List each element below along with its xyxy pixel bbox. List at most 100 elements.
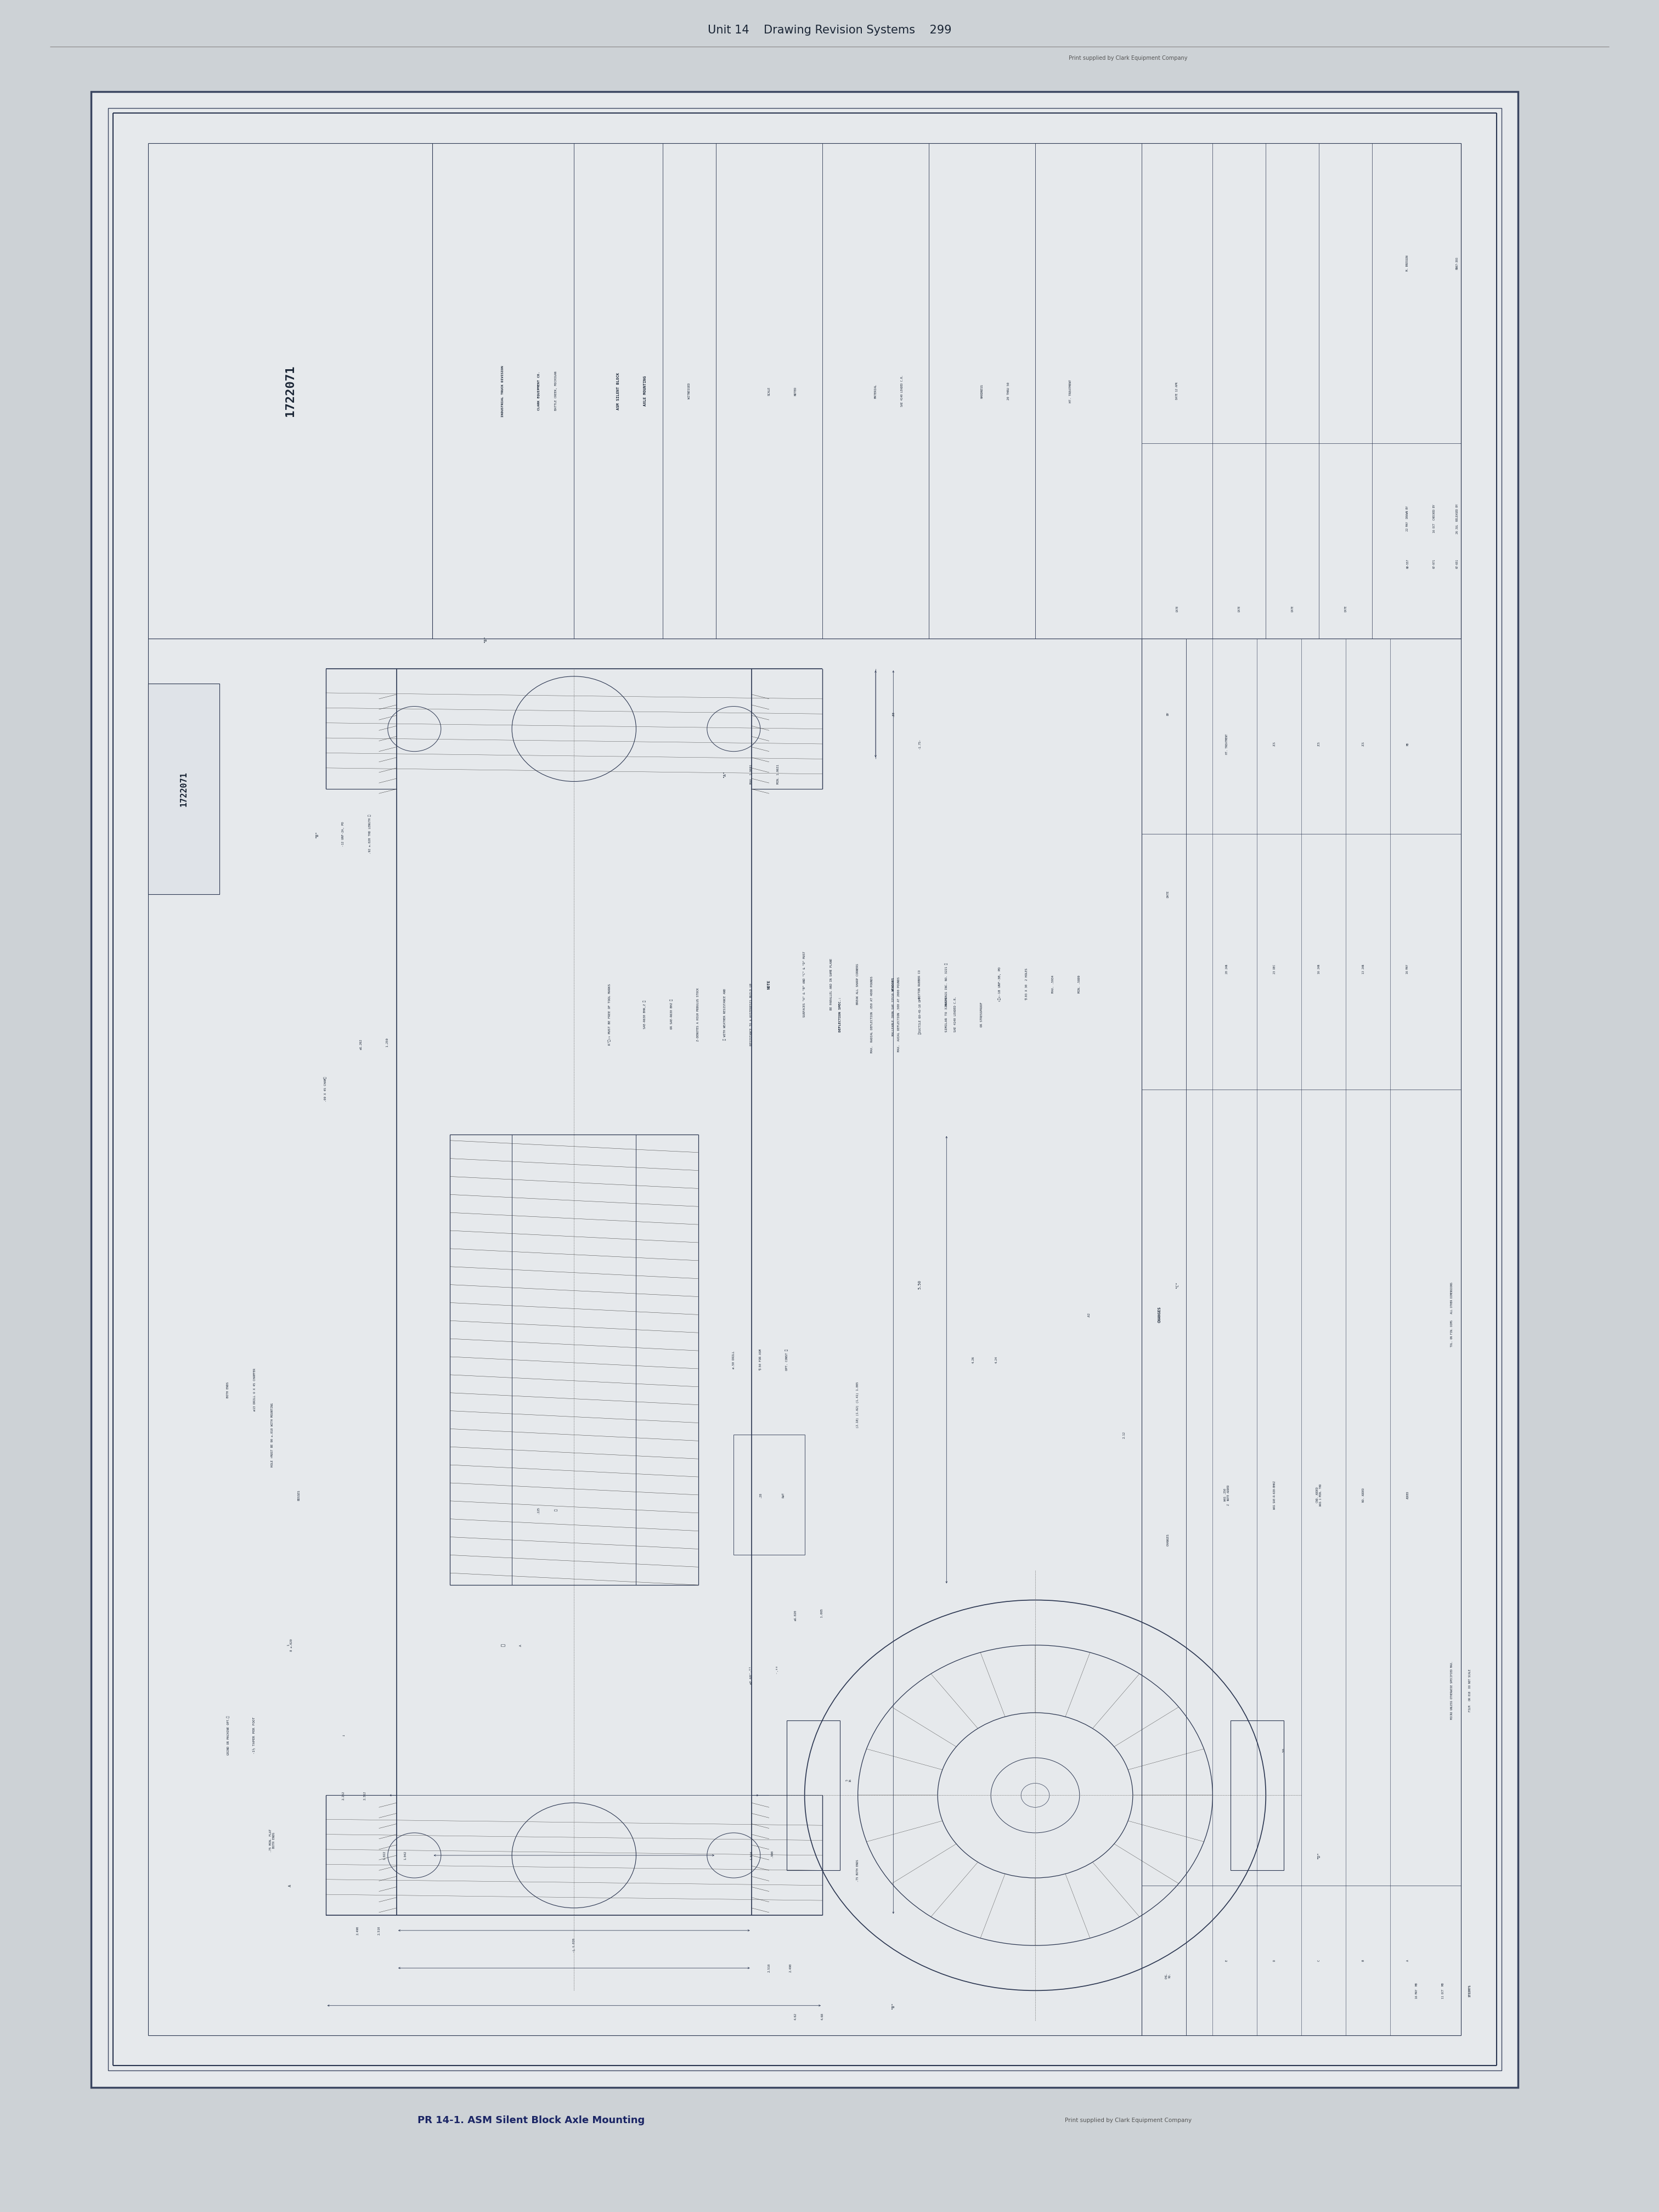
Text: CHANGES: CHANGES	[1158, 1307, 1161, 1323]
Text: MIN. 1.0631: MIN. 1.0631	[776, 763, 780, 783]
Text: A: A	[289, 1885, 292, 1887]
Text: WITNESSED: WITNESSED	[688, 383, 690, 398]
Text: .50: .50	[1282, 1747, 1286, 1752]
Text: ↓: ↓	[342, 1734, 345, 1736]
Text: -1.75-: -1.75-	[919, 739, 921, 750]
Text: VENDORS: VENDORS	[893, 978, 894, 991]
Text: ø.50 DRILL: ø.50 DRILL	[732, 1352, 735, 1369]
Text: "C": "C"	[1176, 1281, 1180, 1287]
Text: ∇.03 X 30  2 HOLES: ∇.03 X 30 2 HOLES	[1025, 969, 1027, 1000]
Text: MICRO UNLESS OTHERWISE SPECIFIED MAX.: MICRO UNLESS OTHERWISE SPECIFIED MAX.	[1450, 1661, 1453, 1719]
Text: HT. TREATMENT: HT. TREATMENT	[1070, 380, 1072, 403]
Text: SAE 4140 LEADED C.R.: SAE 4140 LEADED C.R.	[901, 376, 904, 407]
Text: ø13 DRILL ☹ X 45 CHAMFER: ø13 DRILL ☹ X 45 CHAMFER	[254, 1369, 255, 1411]
Text: HOLE ↑MUST BE 90 ±.010 WITH MOUNTING: HOLE ↑MUST BE 90 ±.010 WITH MOUNTING	[270, 1402, 274, 1467]
Text: 67-651: 67-651	[1457, 560, 1458, 568]
Text: JCS: JCS	[1274, 741, 1276, 745]
Text: DATE 12 APR: DATE 12 APR	[1176, 383, 1178, 400]
Text: INDUSTRIAL TRUCK DIVISION: INDUSTRIAL TRUCK DIVISION	[501, 365, 504, 416]
Text: 20 JAN: 20 JAN	[1226, 964, 1228, 973]
Text: RESISTANCE TO A HYSTERESIS BUILD UP: RESISTANCE TO A HYSTERESIS BUILD UP	[750, 982, 753, 1046]
Text: 67-971: 67-971	[1433, 560, 1435, 568]
Text: NOTED: NOTED	[795, 387, 796, 396]
Text: R¹⁄₁₆ MUST BE FREE OF TOOL MARKS: R¹⁄₁₆ MUST BE FREE OF TOOL MARKS	[607, 984, 611, 1044]
Text: MATERIAL: MATERIAL	[874, 385, 878, 398]
Text: 22 MAY  DRAWN BY: 22 MAY DRAWN BY	[1407, 507, 1408, 531]
Text: 4.26: 4.26	[972, 1356, 974, 1363]
Text: ø1.020: ø1.020	[795, 1610, 796, 1621]
Text: ∇.50 FOR ASM: ∇.50 FOR ASM	[758, 1349, 761, 1371]
Text: DATE: DATE	[1344, 606, 1347, 613]
Text: 68-557: 68-557	[1407, 560, 1408, 568]
Text: DATE: DATE	[1166, 891, 1170, 898]
Text: 4.62: 4.62	[795, 2013, 796, 2020]
Text: BATTLE CREEK, MICHIGAN: BATTLE CREEK, MICHIGAN	[554, 372, 557, 411]
Text: "B": "B"	[891, 2002, 894, 2008]
Text: M. BRESSON: M. BRESSON	[1407, 254, 1408, 272]
Polygon shape	[148, 684, 219, 894]
Text: Print supplied by Clark Equipment Company: Print supplied by Clark Equipment Compan…	[1068, 55, 1188, 62]
Text: MB: MB	[1407, 743, 1408, 745]
Text: 2.510: 2.510	[768, 1964, 770, 1973]
Text: ø2.68⁺·⁰⁹: ø2.68⁺·⁰⁹	[750, 1666, 753, 1683]
Text: RN67-393: RN67-393	[1457, 257, 1458, 270]
Text: .09 X 45 CHAMⒶ: .09 X 45 CHAMⒶ	[324, 1077, 327, 1102]
Text: BOTH ENDS: BOTH ENDS	[227, 1383, 229, 1398]
Text: ⓔ WITH WEATHER RESISTANCE AND: ⓔ WITH WEATHER RESISTANCE AND	[723, 989, 727, 1040]
Text: 16 MAY: 16 MAY	[1407, 964, 1408, 973]
Text: .75 BOTH ENDS: .75 BOTH ENDS	[856, 1860, 859, 1882]
Text: 13 JAN: 13 JAN	[1362, 964, 1365, 973]
Text: TOL. ON FIN. DIMS    ALL OTHER DIMENSIONS: TOL. ON FIN. DIMS ALL OTHER DIMENSIONS	[1450, 1283, 1453, 1347]
Text: RWT: RWT	[781, 1493, 785, 1498]
Text: MAX.  RADIAL DEFLECTION .050 AT 4000 POUNDS: MAX. RADIAL DEFLECTION .050 AT 4000 POUN…	[871, 975, 873, 1053]
Text: OR STRESSPROOF: OR STRESSPROOF	[980, 1002, 984, 1026]
Text: .990: .990	[771, 1851, 775, 1860]
Text: SAE 4140 LEADED C.R.: SAE 4140 LEADED C.R.	[954, 995, 957, 1033]
Text: CHG.
NO.: CHG. NO.	[1165, 1973, 1171, 1980]
Text: .62: .62	[1087, 1312, 1090, 1318]
Text: FILM   OR 010  DO NOT SCALE: FILM OR 010 DO NOT SCALE	[1468, 1668, 1472, 1712]
Text: 1
8 ±.020: 1 8 ±.020	[287, 1639, 294, 1652]
Text: CHANGES: CHANGES	[1166, 1533, 1170, 1546]
Text: 1.042: 1.042	[405, 1851, 406, 1860]
Text: 11 OCT  MB: 11 OCT MB	[1442, 1982, 1445, 1997]
Text: CLARK EQUIPMENT CO.: CLARK EQUIPMENT CO.	[538, 372, 539, 411]
Text: 2.510: 2.510	[378, 1927, 380, 1936]
Text: 1.005: 1.005	[821, 1608, 825, 1621]
Text: CNO. ADDED
WAS 1 MIN. THD: CNO. ADDED WAS 1 MIN. THD	[1316, 1484, 1322, 1506]
Text: BREAK ALL SHARP CORNERS: BREAK ALL SHARP CORNERS	[856, 964, 859, 1004]
Text: DATE: DATE	[1291, 606, 1294, 613]
Text: MAX. 1.0691: MAX. 1.0691	[750, 763, 753, 783]
Bar	[108, 108, 1501, 2070]
Text: ADDED: ADDED	[1407, 1491, 1408, 1500]
Text: 20 THRU 50: 20 THRU 50	[1007, 383, 1010, 400]
Text: 1.022: 1.022	[383, 1851, 385, 1860]
Text: 2.490: 2.490	[357, 1927, 358, 1936]
Text: 16 MAY  MB: 16 MAY MB	[1415, 1982, 1418, 1997]
Text: 2.490: 2.490	[790, 1964, 791, 1973]
Text: JCS: JCS	[1362, 741, 1365, 745]
Text: 16 JAN: 16 JAN	[1317, 964, 1321, 973]
Text: 1722071: 1722071	[285, 365, 295, 416]
Text: .75 MIN. FLAT
BOTH ENDS: .75 MIN. FLAT BOTH ENDS	[269, 1829, 275, 1851]
Text: .28: .28	[758, 1493, 761, 1498]
Text: HARDNESS: HARDNESS	[980, 385, 984, 398]
Text: Z-DENOTES A HIGH MODULUS STOCK: Z-DENOTES A HIGH MODULUS STOCK	[697, 987, 700, 1042]
Text: .125: .125	[538, 1506, 539, 1513]
Text: DATE: DATE	[1238, 606, 1241, 613]
Text: GRIND OR MACHINE OPT.Ⓐ: GRIND OR MACHINE OPT.Ⓐ	[227, 1717, 229, 1754]
Text: 5
16: 5 16	[846, 1778, 853, 1783]
Text: (2.18) (1.62) (1.41) 1.005: (2.18) (1.62) (1.41) 1.005	[856, 1383, 859, 1429]
Text: WAS SAE-R-630-BHKZ: WAS SAE-R-630-BHKZ	[1274, 1480, 1276, 1509]
Text: OPT. CONST Ⓐ: OPT. CONST Ⓐ	[785, 1349, 788, 1371]
Text: NOTE: NOTE	[768, 980, 771, 989]
Text: 4.68: 4.68	[821, 2013, 825, 2020]
Text: 5.50: 5.50	[919, 1281, 921, 1290]
Text: SURFACES "A" & "B" AND "C" & "D" MUST: SURFACES "A" & "B" AND "C" & "D" MUST	[803, 951, 806, 1018]
Text: "A": "A"	[723, 770, 727, 776]
Text: ₅⁄₈-18 UNF-3B, PD: ₅⁄₈-18 UNF-3B, PD	[999, 967, 1002, 1002]
Text: NO. ADDED: NO. ADDED	[1362, 1489, 1365, 1502]
Text: 1722071: 1722071	[1468, 1984, 1472, 1997]
Text: SCALE: SCALE	[768, 387, 770, 396]
Text: DATE: DATE	[1176, 606, 1178, 613]
